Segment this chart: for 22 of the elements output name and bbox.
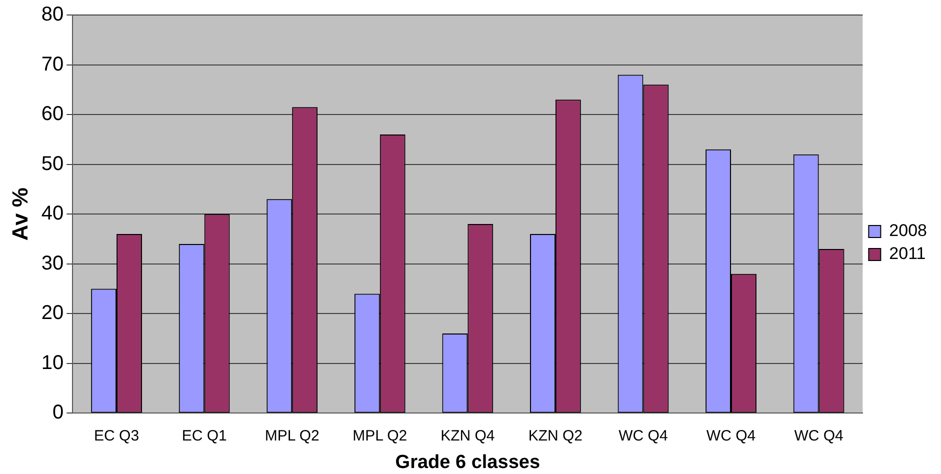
x-tick-label: EC Q3 bbox=[94, 427, 140, 444]
x-tick-label: MPL Q2 bbox=[352, 427, 408, 444]
x-tick-label: WC Q4 bbox=[706, 427, 756, 444]
y-tick-label: 80 bbox=[41, 4, 64, 26]
x-tick-label: MPL Q2 bbox=[264, 427, 320, 444]
x-tick-label: WC Q4 bbox=[794, 427, 844, 444]
x-tick-label: EC Q1 bbox=[182, 427, 227, 444]
y-tick-label: 70 bbox=[41, 53, 64, 76]
y-tick-label: 60 bbox=[41, 103, 64, 126]
x-tick-label: KZN Q2 bbox=[528, 427, 583, 444]
x-tick-label: WC Q4 bbox=[618, 427, 668, 444]
y-tick-label: 0 bbox=[52, 402, 64, 424]
y-tick-label: 20 bbox=[41, 302, 64, 324]
y-tick-label: 40 bbox=[41, 202, 64, 225]
y-tick-label: 10 bbox=[41, 352, 64, 374]
legend-label: 2011 bbox=[889, 244, 926, 264]
y-tick-label: 50 bbox=[41, 152, 64, 175]
y-tick-label: 30 bbox=[41, 252, 64, 274]
x-axis-title: Grade 6 classes bbox=[395, 452, 540, 473]
x-tick-label: KZN Q4 bbox=[440, 427, 495, 444]
y-axis-title: Av % bbox=[7, 188, 32, 241]
legend-label: 2008 bbox=[889, 221, 928, 240]
